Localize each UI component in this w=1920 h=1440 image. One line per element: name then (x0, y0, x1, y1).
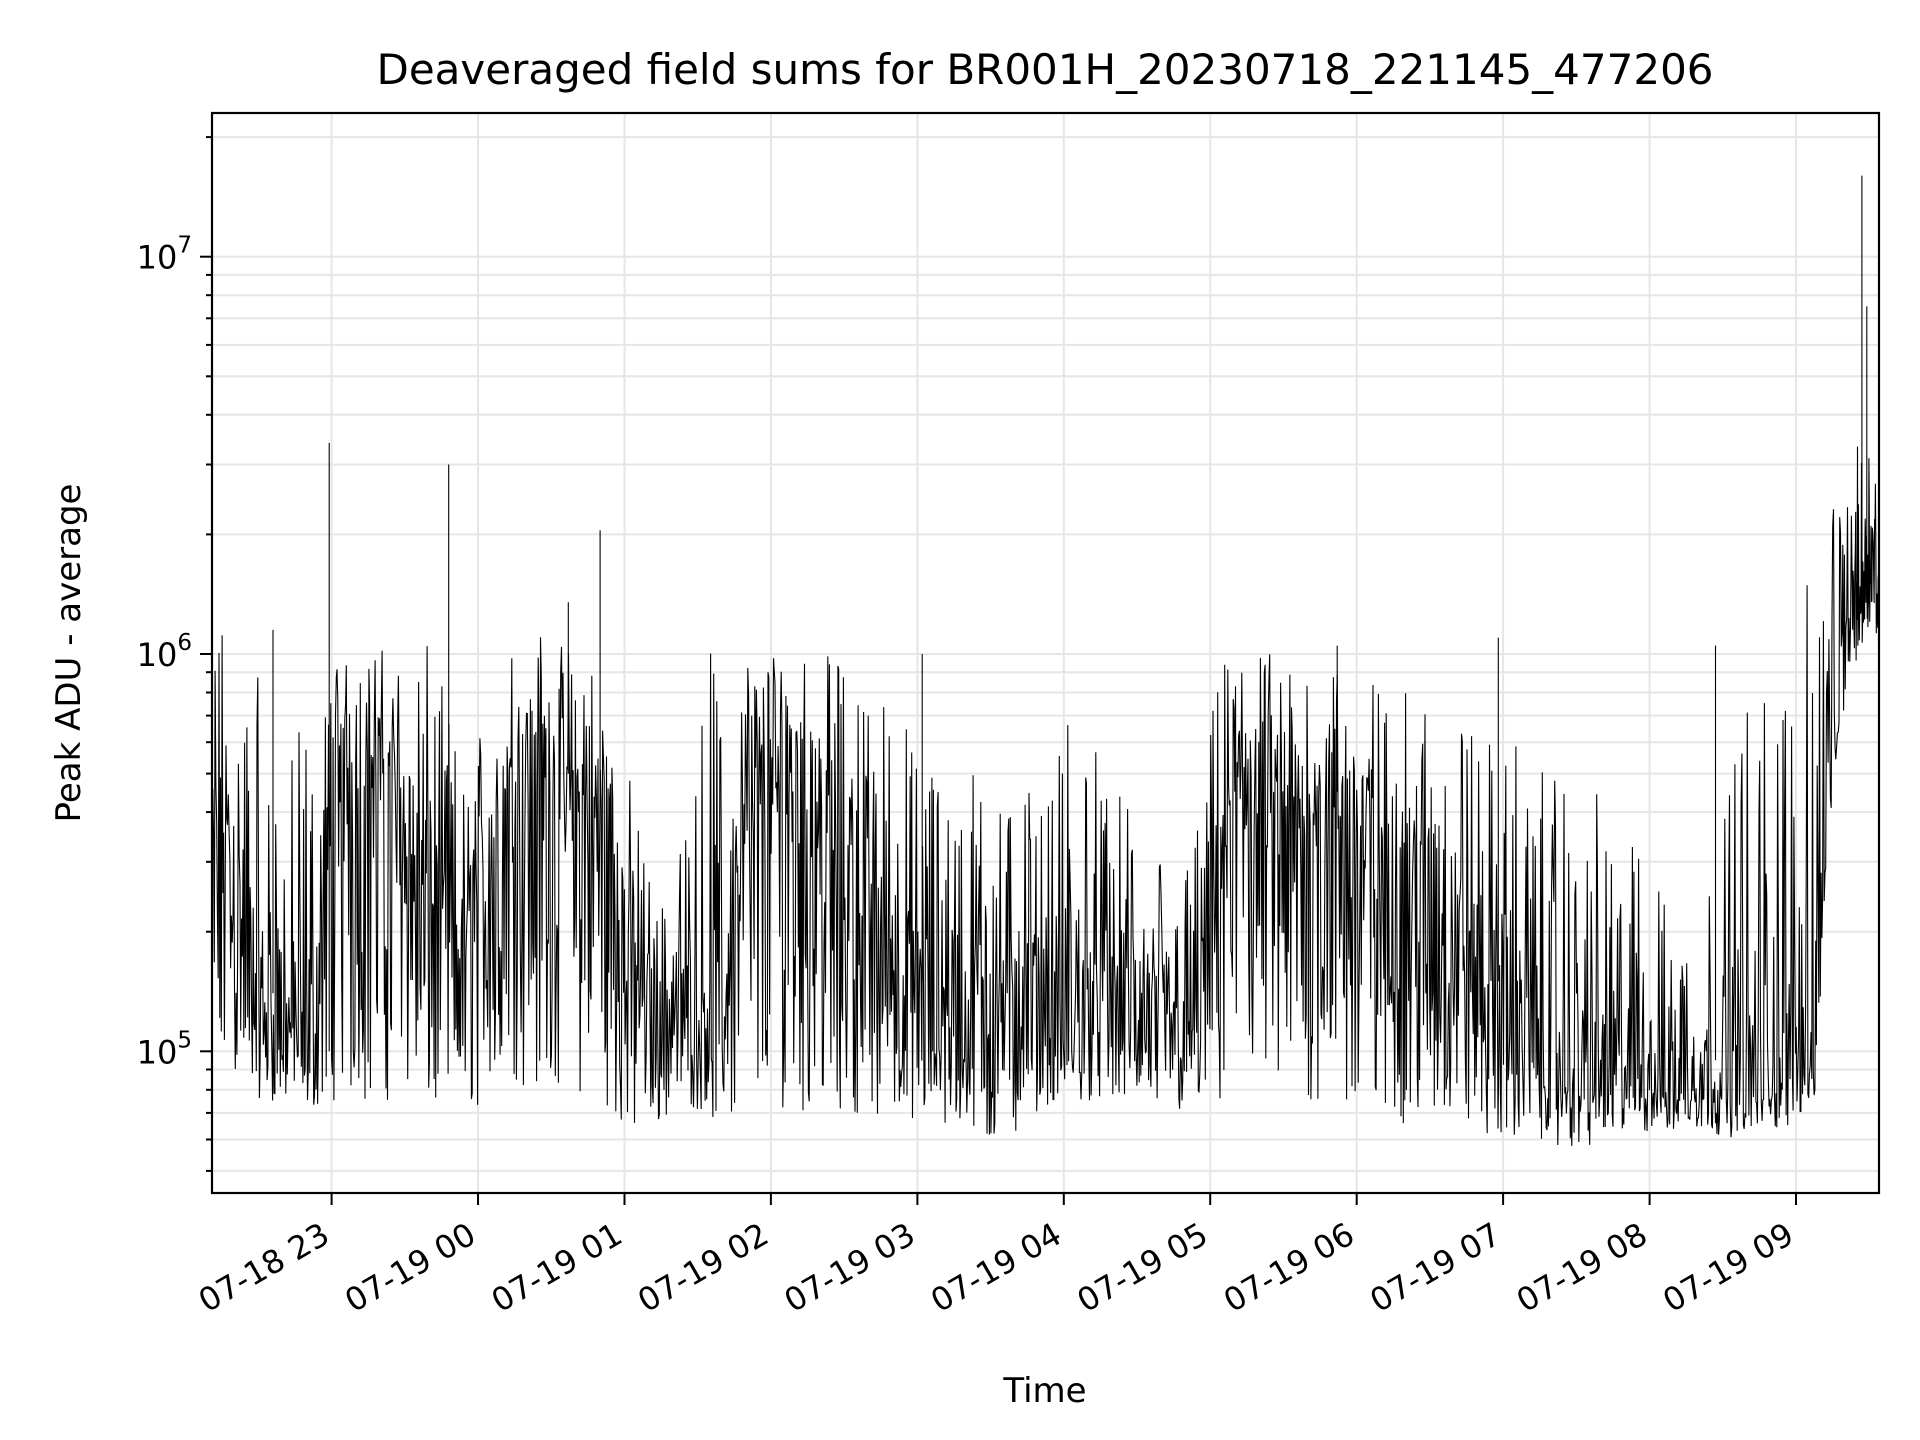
x-tick-label: 07-19 01 (485, 1215, 629, 1320)
x-tick-label: 07-19 05 (1071, 1215, 1215, 1320)
x-axis-label: Time (1002, 1371, 1086, 1411)
x-tick-label: 07-19 03 (778, 1215, 922, 1320)
x-tick-label: 07-19 06 (1217, 1215, 1361, 1320)
x-tick-label: 07-19 08 (1510, 1215, 1654, 1320)
y-axis-label: Peak ADU - average (49, 484, 89, 823)
x-tick-label: 07-19 09 (1656, 1215, 1800, 1320)
plot-area (211, 175, 1880, 1146)
x-tick-label: 07-19 04 (924, 1215, 1068, 1320)
y-tick-label: 106 (137, 630, 192, 674)
data-series-line (211, 446, 1880, 1146)
x-tick-label: 07-19 07 (1364, 1215, 1508, 1320)
x-tick-label: 07-19 00 (338, 1215, 482, 1320)
y-tick-label: 107 (137, 233, 192, 277)
y-tick-label: 105 (137, 1027, 192, 1071)
x-tick-label: 07-19 02 (631, 1215, 775, 1320)
axes-ticks: 07-18 23 07-19 00 07-19 01 07-19 02 07-19 03… (137, 136, 1800, 1320)
x-tick-label: 07-18 23 (192, 1215, 336, 1320)
chart-title: Deaveraged field sums for BR001H_2023071… (376, 45, 1713, 94)
